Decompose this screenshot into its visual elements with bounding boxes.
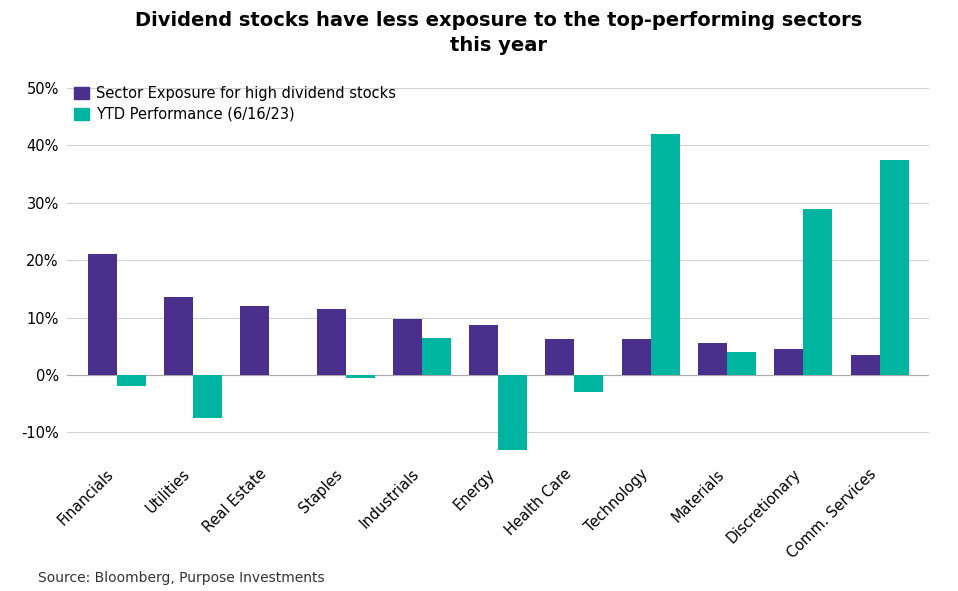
Bar: [575, 375, 604, 392]
Text: Source: Bloomberg, Purpose Investments: Source: Bloomberg, Purpose Investments: [38, 571, 325, 585]
Bar: [498, 375, 527, 450]
Bar: [469, 325, 498, 375]
Bar: [422, 337, 451, 375]
Bar: [164, 297, 193, 375]
Title: Dividend stocks have less exposure to the top-performing sectors
this year: Dividend stocks have less exposure to th…: [134, 11, 862, 56]
Bar: [650, 134, 680, 375]
Bar: [346, 375, 375, 378]
Bar: [774, 349, 804, 375]
Bar: [727, 352, 756, 375]
Bar: [545, 339, 575, 375]
Bar: [88, 255, 117, 375]
Bar: [117, 375, 146, 387]
Bar: [804, 209, 833, 375]
Bar: [240, 306, 269, 375]
Bar: [622, 339, 650, 375]
Bar: [393, 319, 422, 375]
Bar: [698, 343, 727, 375]
Bar: [879, 160, 908, 375]
Bar: [851, 355, 879, 375]
Bar: [316, 309, 346, 375]
Bar: [193, 375, 222, 418]
Legend: Sector Exposure for high dividend stocks, YTD Performance (6/16/23): Sector Exposure for high dividend stocks…: [75, 86, 397, 122]
